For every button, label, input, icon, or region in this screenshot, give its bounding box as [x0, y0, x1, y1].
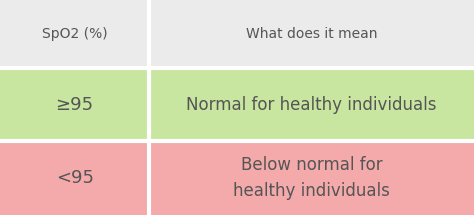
Text: Below normal for
healthy individuals: Below normal for healthy individuals [233, 156, 390, 200]
Text: ≥95: ≥95 [55, 95, 94, 114]
Text: Normal for healthy individuals: Normal for healthy individuals [186, 95, 437, 114]
Text: What does it mean: What does it mean [246, 27, 377, 41]
Text: SpO2 (%): SpO2 (%) [42, 27, 108, 41]
Bar [0, 141, 474, 215]
Text: <95: <95 [55, 169, 94, 187]
Bar [0, 0, 474, 68]
Bar [0, 68, 474, 141]
